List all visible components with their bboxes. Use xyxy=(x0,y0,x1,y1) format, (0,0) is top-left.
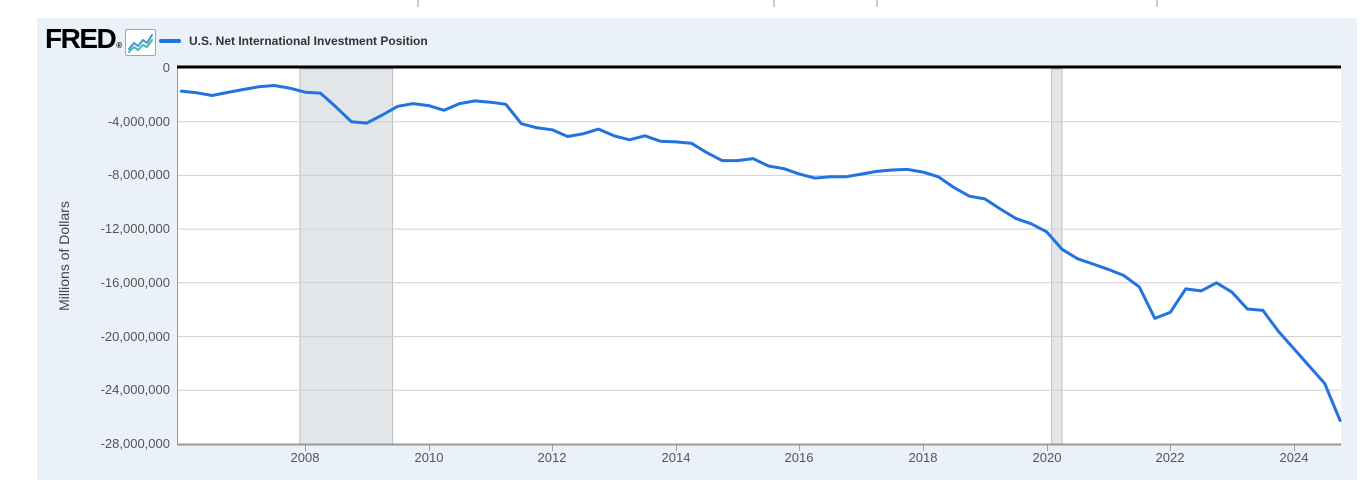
y-axis-title: Millions of Dollars xyxy=(56,201,72,311)
y-axis-tick-label: 0 xyxy=(162,60,170,75)
x-axis-tick-label: 2014 xyxy=(661,450,691,465)
legend-item[interactable]: U.S. Net International Investment Positi… xyxy=(159,33,428,49)
x-axis-tick-label: 2018 xyxy=(908,450,938,465)
x-axis-tickmark xyxy=(923,445,924,451)
recession-band xyxy=(299,68,394,445)
x-axis-tickmark xyxy=(1170,445,1171,451)
registered-mark: ® xyxy=(116,41,122,50)
y-axis-tick-label: -28,000,000 xyxy=(100,436,170,451)
x-axis-tickmark xyxy=(429,445,430,451)
x-axis-tickmark xyxy=(305,445,306,451)
series-line-swatch xyxy=(159,39,181,43)
x-axis-tickmark xyxy=(799,445,800,451)
fred-logo[interactable]: FRED® xyxy=(45,23,122,60)
x-axis-tick-label: 2022 xyxy=(1155,450,1185,465)
y-axis-tick-label: -4,000,000 xyxy=(107,114,170,129)
recession-band xyxy=(1051,68,1063,445)
line-chart-icon xyxy=(125,29,156,56)
series-label: U.S. Net International Investment Positi… xyxy=(189,34,428,48)
slider-tick xyxy=(1156,0,1158,7)
x-axis-tick-label: 2012 xyxy=(537,450,567,465)
y-axis-tick-label: -24,000,000 xyxy=(100,382,170,397)
x-axis-tickmark xyxy=(1047,445,1048,451)
y-axis-tick-label: -12,000,000 xyxy=(100,221,170,236)
slider-tick xyxy=(773,0,775,7)
slider-tick xyxy=(876,0,878,7)
x-axis-tickmark xyxy=(676,445,677,451)
x-axis-tickmark xyxy=(552,445,553,451)
x-axis-tickmark xyxy=(1294,445,1295,451)
x-axis-tick-label: 2024 xyxy=(1279,450,1309,465)
series-line[interactable] xyxy=(179,84,1342,422)
y-axis-tick-label: -16,000,000 xyxy=(100,275,170,290)
x-axis-tick-label: 2008 xyxy=(290,450,320,465)
x-axis-tick-label: 2010 xyxy=(414,450,444,465)
y-axis-tick-label: -20,000,000 xyxy=(100,329,170,344)
fred-logo-text: FRED xyxy=(45,23,117,54)
y-axis-tick-label: -8,000,000 xyxy=(107,167,170,182)
x-axis-tick-label: 2020 xyxy=(1032,450,1062,465)
slider-tick xyxy=(417,0,419,7)
x-axis-tick-label: 2016 xyxy=(784,450,814,465)
